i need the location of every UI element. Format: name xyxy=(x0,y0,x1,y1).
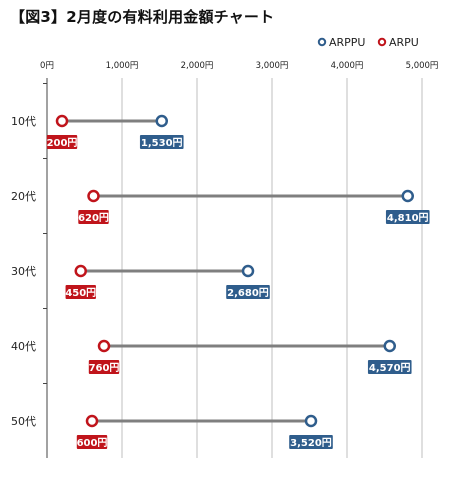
legend-marker-arpu xyxy=(377,37,387,47)
x-tick-label: 2,000円 xyxy=(181,61,214,71)
arpu-data-label-box xyxy=(76,435,108,449)
arpu-point xyxy=(55,114,69,128)
arppu-point xyxy=(155,114,168,128)
x-tick-label: 3,000円 xyxy=(256,61,289,71)
legend-marker-arppu xyxy=(317,37,327,47)
arppu-point xyxy=(304,414,318,428)
arpu-data-label: 620円 xyxy=(78,212,109,224)
arppu-point xyxy=(401,189,414,203)
category-label: 20代 xyxy=(11,190,36,203)
arpu-point xyxy=(74,264,87,278)
chart-title: 【図3】2月度の有料利用金額チャート xyxy=(10,8,275,26)
arpu-data-label-box xyxy=(65,285,96,299)
category-label: 50代 xyxy=(11,415,36,428)
arpu-data-label-box xyxy=(88,360,120,374)
arppu-data-label-box xyxy=(139,135,184,149)
category-label: 40代 xyxy=(11,340,36,353)
arpu-data-label-box xyxy=(78,210,109,224)
arppu-point xyxy=(241,264,255,278)
arppu-data-label: 1,530円 xyxy=(141,137,183,149)
x-tick-label: 5,000円 xyxy=(406,61,439,71)
x-tick-label: 4,000円 xyxy=(331,61,364,71)
arppu-data-label-box xyxy=(367,360,412,374)
arpu-point xyxy=(97,339,111,353)
legend-label-arpu: ARPU xyxy=(389,36,419,49)
arppu-data-label: 2,680円 xyxy=(227,287,269,299)
arpu-data-label: 450円 xyxy=(65,287,96,299)
arppu-data-label: 4,810円 xyxy=(387,212,429,224)
x-tick-label: 1,000円 xyxy=(106,61,139,71)
arpu-data-label-box xyxy=(46,135,78,149)
arppu-data-label: 4,570円 xyxy=(369,362,411,374)
x-tick-label: 0円 xyxy=(40,61,54,71)
category-label: 30代 xyxy=(11,265,36,278)
arpu-point xyxy=(85,414,99,428)
arppu-point xyxy=(383,339,396,353)
arppu-data-label: 3,520円 xyxy=(290,437,332,449)
category-label: 10代 xyxy=(11,115,36,128)
arpu-data-label: 200円 xyxy=(47,137,78,149)
arpu-data-label: 600円 xyxy=(77,437,108,449)
arppu-data-label-box xyxy=(289,435,333,449)
legend-label-arppu: ARPPU xyxy=(329,36,366,49)
arppu-data-label-box xyxy=(226,285,270,299)
arpu-point xyxy=(87,189,100,203)
arpu-data-label: 760円 xyxy=(89,362,120,374)
arppu-data-label-box xyxy=(385,210,430,224)
